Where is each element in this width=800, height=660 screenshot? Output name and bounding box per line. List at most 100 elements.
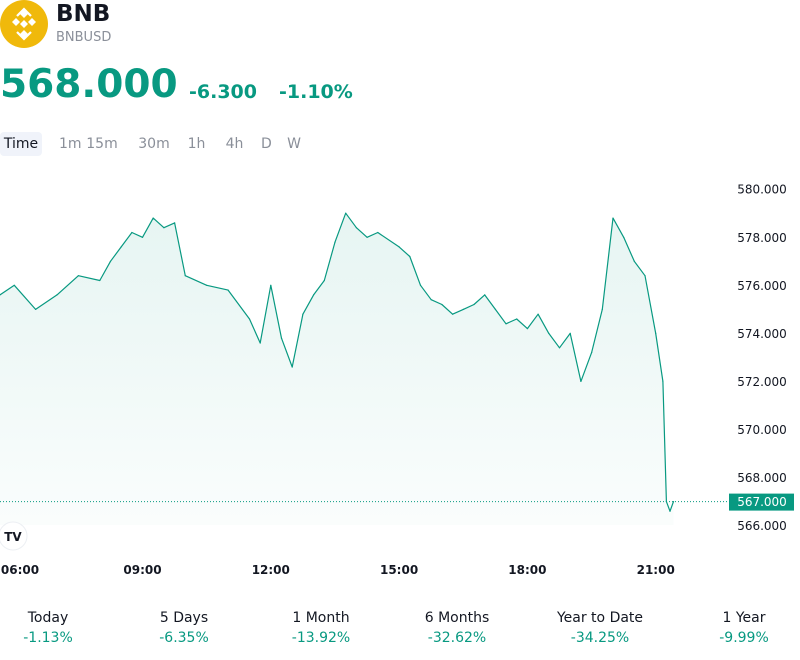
price-point <box>548 332 550 334</box>
price-point <box>633 260 635 262</box>
price-chart-svg[interactable]: 567.000 580.000 578.000 576.000 574.000 572.… <box>0 170 800 590</box>
price-point <box>430 299 432 301</box>
performance-item-1-month[interactable]: 1 Month -13.92% <box>261 608 381 648</box>
price-point <box>452 313 454 315</box>
price-point <box>99 279 101 282</box>
symbol-header: BNB BNBUSD <box>0 0 800 60</box>
price-chart[interactable]: 567.000 580.000 578.000 576.000 574.000 572.… <box>0 170 800 590</box>
price-point <box>280 337 283 339</box>
price-point <box>163 227 165 229</box>
price-point <box>473 303 475 306</box>
price-point <box>227 289 229 291</box>
last-price: 568.000 <box>0 62 178 107</box>
price-row: 568.000 -6.300 -1.10% <box>0 62 800 112</box>
price-point <box>409 255 411 258</box>
price-point <box>644 275 646 277</box>
interval-tab-1m[interactable]: 1m <box>59 136 82 152</box>
y-tick-label: 570.000 <box>737 423 787 437</box>
price-point <box>462 308 464 310</box>
price-point <box>505 323 507 325</box>
price-point <box>580 380 582 382</box>
performance-label: Year to Date <box>556 610 644 626</box>
interval-tab-w[interactable]: W <box>287 136 301 152</box>
price-point <box>0 294 1 296</box>
y-tick-label: 578.000 <box>737 231 787 245</box>
price-point <box>141 236 144 238</box>
performance-label: 1 Month <box>292 610 350 626</box>
y-tick-label: 574.000 <box>737 327 787 341</box>
tradingview-logo-icon[interactable]: TV <box>0 521 28 551</box>
interval-tab-15m[interactable]: 15m <box>86 136 118 152</box>
price-point <box>398 246 400 248</box>
price-point <box>270 284 272 286</box>
symbol-name: BNB <box>56 1 111 27</box>
price-point <box>120 246 122 248</box>
performance-label: Today <box>27 610 69 626</box>
price-point <box>174 222 176 224</box>
y-tick-label: 576.000 <box>737 279 787 293</box>
y-tick-label: 568.000 <box>737 471 787 485</box>
price-point <box>669 510 671 512</box>
price-point <box>345 212 347 214</box>
x-tick-label: 09:00 <box>123 563 161 577</box>
price-point <box>601 308 603 310</box>
price-point <box>366 236 368 238</box>
price-point <box>662 380 664 382</box>
x-tick-label: 18:00 <box>508 563 546 577</box>
y-tick-label: 572.000 <box>737 375 787 389</box>
performance-item-year-to-date[interactable]: Year to Date -34.25% <box>540 608 660 648</box>
price-point <box>109 260 112 262</box>
price-point <box>612 217 614 219</box>
symbol-pair: BNBUSD <box>56 30 112 45</box>
performance-value: -9.99% <box>719 630 769 646</box>
interval-tab-4h[interactable]: 4h <box>225 136 244 152</box>
bnb-logo-icon <box>0 0 48 48</box>
price-point <box>655 332 657 334</box>
x-tick-label: 15:00 <box>380 563 418 577</box>
price-point <box>355 227 357 229</box>
x-tick-label: 06:00 <box>1 563 39 577</box>
price-point <box>184 275 186 277</box>
performance-label: 5 Days <box>159 610 209 626</box>
price-change: -6.300 <box>189 81 257 103</box>
price-point <box>56 294 58 296</box>
performance-item-6-months[interactable]: 6 Months -32.62% <box>397 608 517 648</box>
interval-tab-30m[interactable]: 30m <box>138 136 170 152</box>
price-point <box>248 318 251 320</box>
performance-item-today[interactable]: Today -1.13% <box>0 608 108 648</box>
price-point <box>35 308 37 310</box>
price-series-line <box>0 212 675 512</box>
price-point <box>77 275 79 277</box>
price-change-percent: -1.10% <box>279 81 353 103</box>
price-point <box>313 294 315 296</box>
price-area-fill <box>0 213 674 525</box>
price-point <box>623 236 625 238</box>
price-point <box>591 352 593 354</box>
price-point <box>526 328 529 330</box>
price-point <box>131 231 133 234</box>
price-point <box>569 332 571 334</box>
y-tick-label: 580.000 <box>737 183 787 197</box>
price-point <box>377 231 379 234</box>
interval-tab-time[interactable]: Time <box>0 132 42 156</box>
performance-strip: Today -1.13% 5 Days -6.35% 1 Month -13.9… <box>0 608 800 658</box>
price-point <box>672 501 675 503</box>
price-point <box>537 313 539 315</box>
performance-value: -1.13% <box>23 630 73 646</box>
performance-item-1-year[interactable]: 1 Year -9.99% <box>684 608 800 648</box>
interval-tab-d[interactable]: D <box>261 136 272 152</box>
performance-item-5-days[interactable]: 5 Days -6.35% <box>124 608 244 648</box>
performance-value: -6.35% <box>159 630 209 646</box>
price-point <box>206 284 208 286</box>
x-tick-label: 12:00 <box>252 563 290 577</box>
price-point <box>323 279 325 282</box>
price-point <box>259 342 261 344</box>
price-point <box>441 303 443 306</box>
last-price-label: 567.000 <box>737 495 787 509</box>
price-point <box>291 366 293 368</box>
interval-tabs: Time 1m 15m 30m 1h 4h D W <box>0 132 301 156</box>
price-point <box>302 313 304 315</box>
interval-tab-1h[interactable]: 1h <box>187 136 206 152</box>
performance-value: -34.25% <box>570 630 630 646</box>
price-point <box>494 308 496 310</box>
